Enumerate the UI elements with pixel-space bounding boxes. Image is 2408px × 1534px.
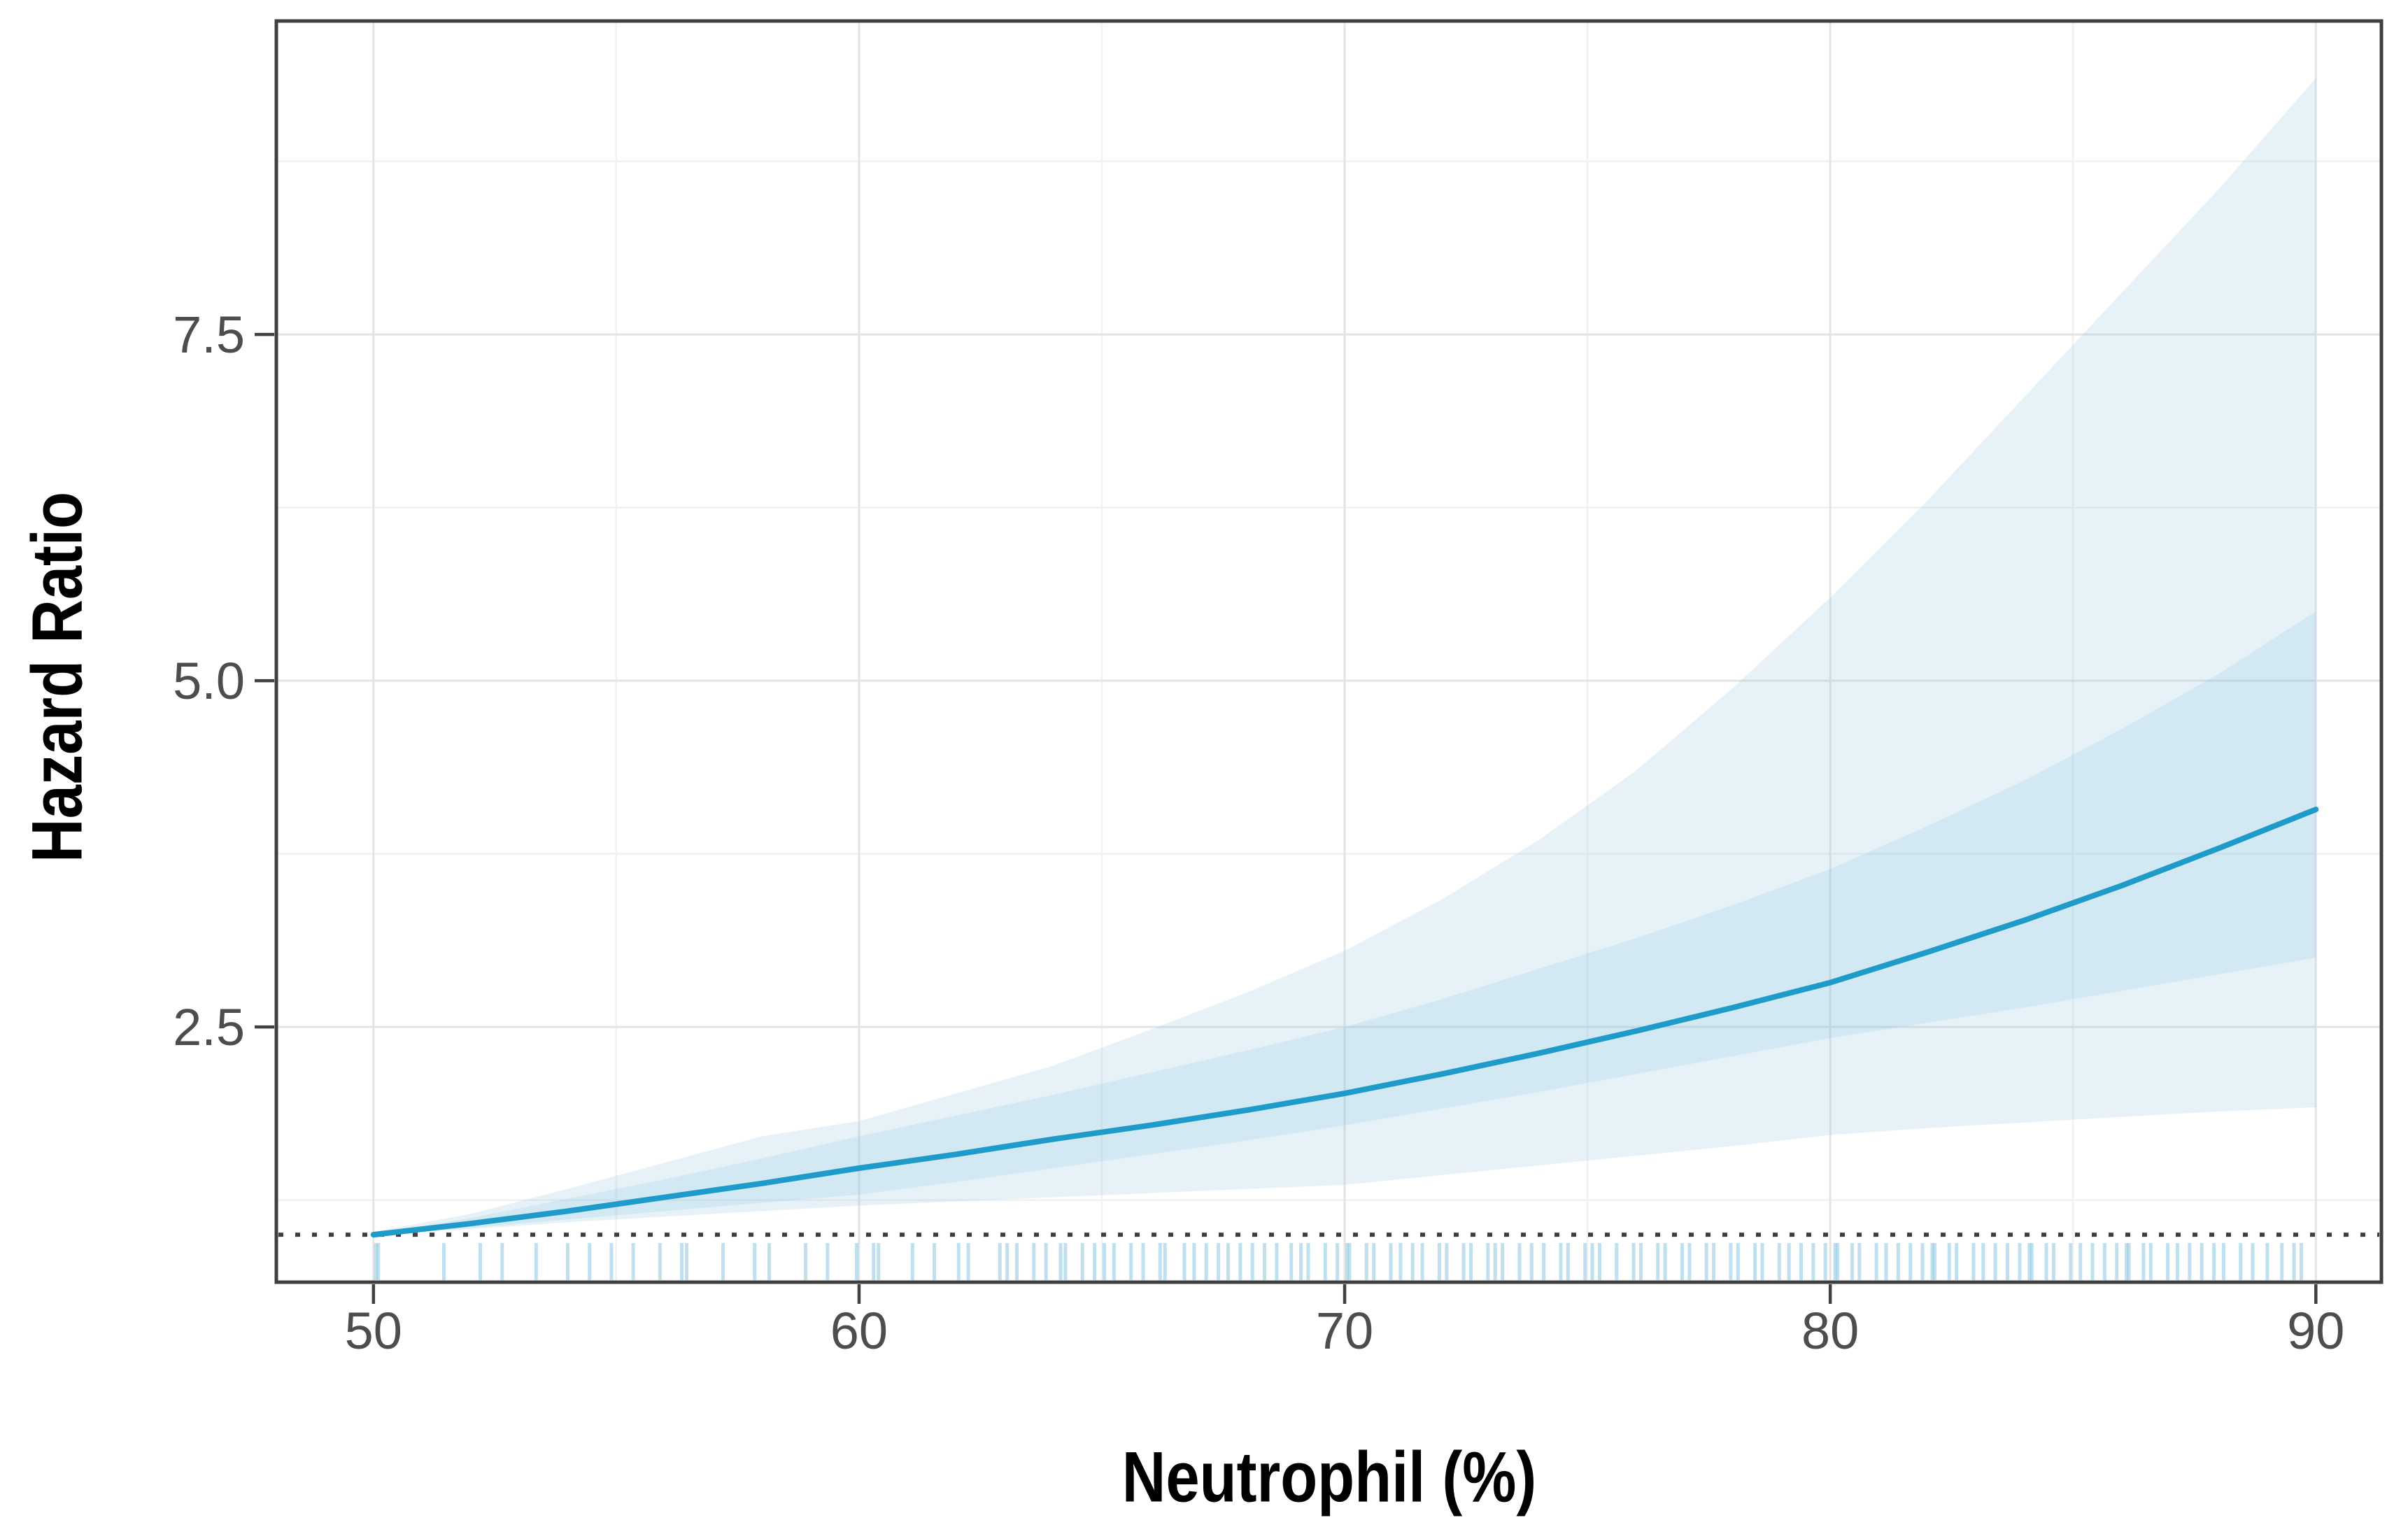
y-axis-tick-label: 7.5: [173, 306, 245, 364]
x-axis-title: Neutrophil (%): [1121, 1437, 1537, 1517]
x-axis-tick-label: 50: [345, 1302, 402, 1360]
confidence-band-inner: [373, 611, 2316, 1235]
y-axis-tick-label: 2.5: [173, 998, 245, 1056]
x-axis-tick-label: 80: [1801, 1302, 1859, 1360]
hazard-ratio-curve: [370, 807, 2319, 1238]
x-axis-tick-label: 60: [830, 1302, 888, 1360]
y-axis-tick-label: 5.0: [173, 652, 245, 710]
y-axis-title: Hazard Ratio: [17, 492, 97, 862]
x-axis-tick-label: 70: [1316, 1302, 1373, 1360]
x-axis-tick-label: 90: [2287, 1302, 2344, 1360]
panel-background: [276, 21, 2381, 1282]
panel-border: [274, 19, 2384, 1284]
confidence-band-outer: [373, 78, 2316, 1235]
